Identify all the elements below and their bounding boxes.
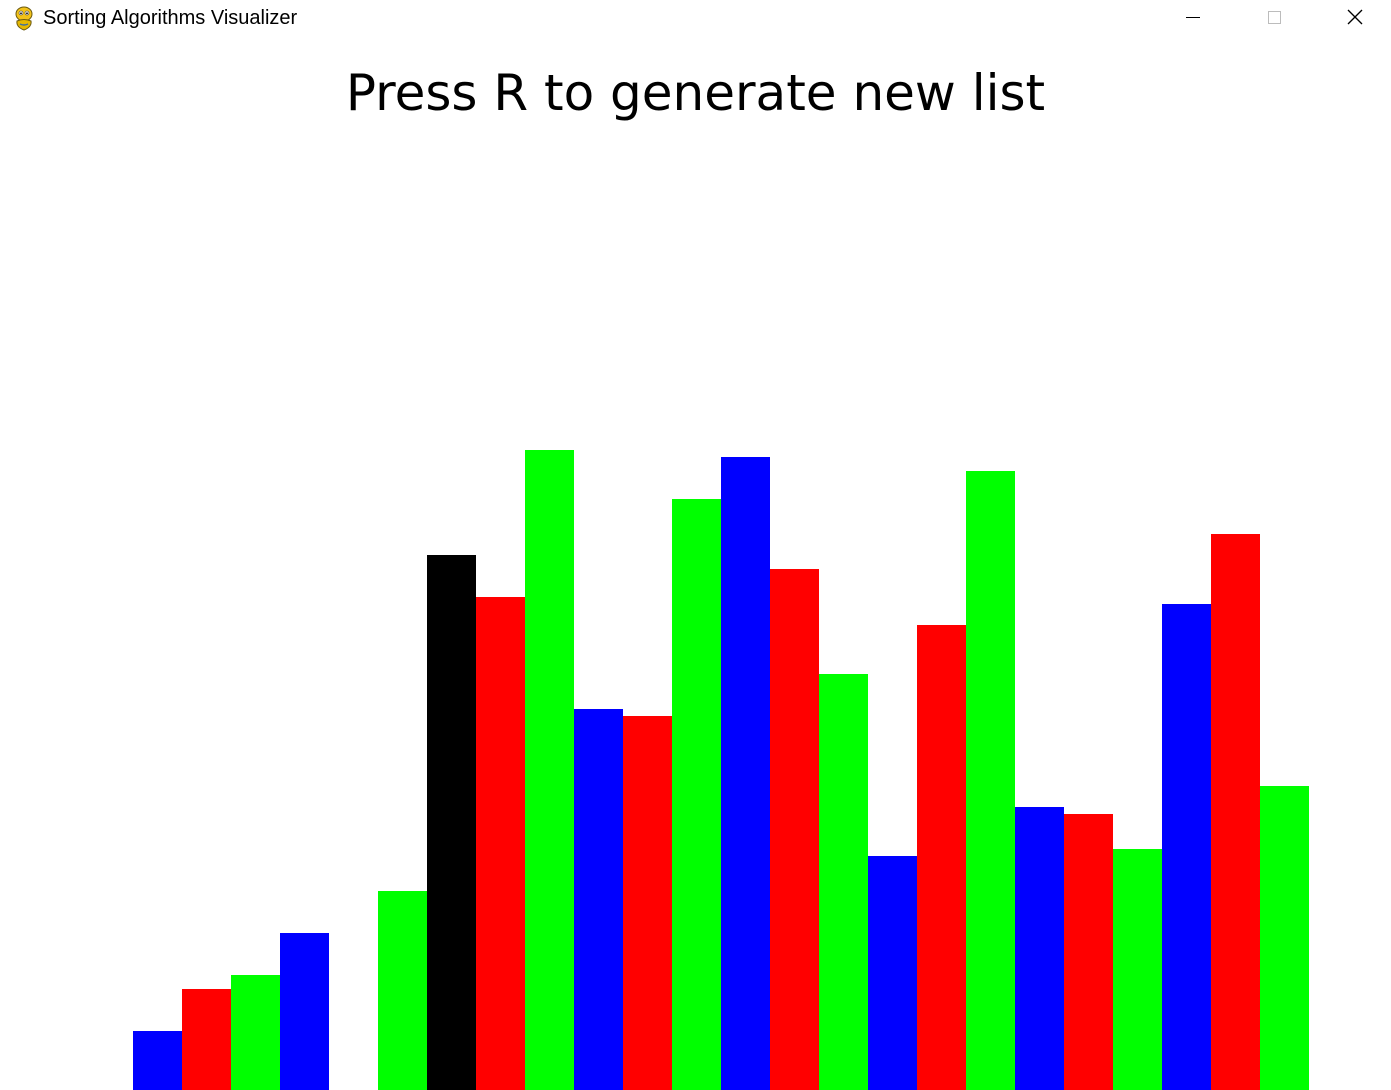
bar [182, 989, 231, 1090]
instruction-text: Press R to generate new list [345, 64, 1046, 122]
bar [476, 597, 525, 1090]
bar-chart [133, 450, 1309, 1090]
bar [231, 975, 280, 1090]
maximize-button[interactable] [1234, 0, 1314, 34]
bar [378, 891, 427, 1090]
bar [623, 716, 672, 1090]
bar [819, 674, 868, 1090]
bar [1260, 786, 1309, 1090]
window-title: Sorting Algorithms Visualizer [43, 7, 298, 29]
close-icon [1347, 9, 1363, 25]
bar [1113, 849, 1162, 1090]
title-bar[interactable]: Sorting Algorithms Visualizer [0, 0, 1391, 36]
bar [966, 471, 1015, 1090]
pygame-snake-icon [15, 6, 33, 31]
visualizer-canvas[interactable]: Press R to generate new list [0, 36, 1391, 1090]
bar [868, 856, 917, 1090]
bar [574, 709, 623, 1090]
bar [1015, 807, 1064, 1090]
bar [1064, 814, 1113, 1090]
bar-highlighted [427, 555, 476, 1090]
bar [917, 625, 966, 1090]
bar [770, 569, 819, 1090]
maximize-icon [1268, 11, 1281, 24]
bar [1211, 534, 1260, 1090]
bar [525, 450, 574, 1090]
minimize-icon [1186, 17, 1200, 18]
bar [280, 933, 329, 1090]
bar [672, 499, 721, 1090]
bar [721, 457, 770, 1090]
bar [1162, 604, 1211, 1090]
minimize-button[interactable] [1153, 0, 1233, 34]
close-button[interactable] [1315, 0, 1391, 34]
bar [133, 1031, 182, 1090]
